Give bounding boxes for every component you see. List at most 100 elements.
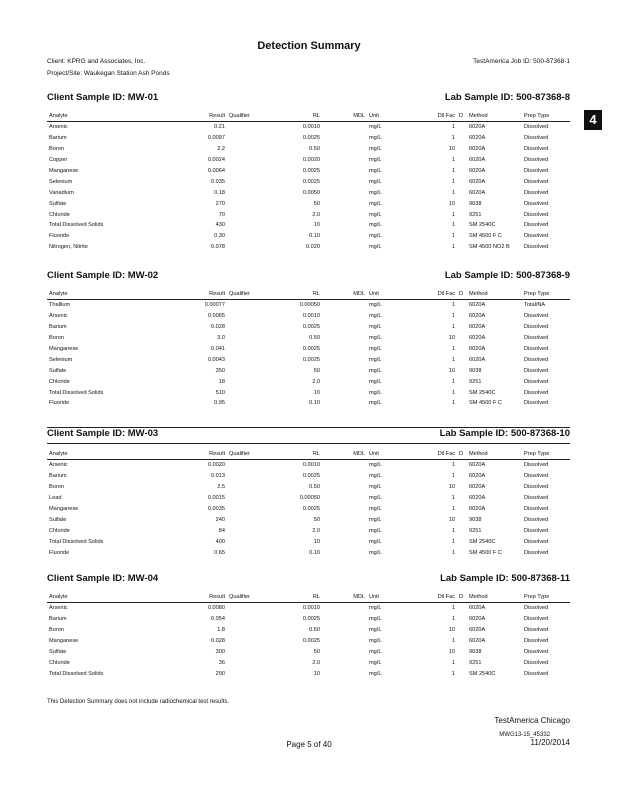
- results-table: Analyte Result Qualifier RL MDL Unit Dil Fac D M…: [47, 289, 570, 409]
- cell-analyte: Arsenic: [49, 313, 68, 320]
- cell-analyte: Chloride: [49, 659, 70, 666]
- cell-prep-type: Dissolved: [524, 627, 549, 634]
- cell-qualifier: [227, 344, 272, 355]
- cell-mdl: [322, 376, 367, 387]
- cell-rl: 0.0025: [302, 135, 320, 142]
- cell-dil-fac: 1: [451, 495, 455, 502]
- cell-d: [457, 231, 467, 242]
- cell-unit: mg/L: [369, 378, 382, 385]
- cell-mdl: [322, 300, 367, 311]
- column-header-rl: RL: [272, 111, 322, 122]
- column-header-prep-type: Prep Type: [522, 289, 570, 300]
- cell-prep-type: Dissolved: [524, 506, 549, 512]
- table-row: Barium 0.013 0.0025 mg/L 1 6020A Dissolved: [47, 471, 570, 482]
- cell-d: [457, 198, 467, 209]
- cell-d: [457, 636, 467, 647]
- cell-analyte: Fluoride: [49, 233, 70, 240]
- cell-mdl: [322, 514, 367, 525]
- cell-mdl: [322, 176, 367, 187]
- cell-result: 240: [215, 516, 225, 523]
- cell-method: 6020A: [469, 168, 486, 174]
- cell-qualifier: [227, 198, 272, 209]
- cell-analyte: Fluoride: [49, 549, 70, 556]
- table-row: Chloride 36 2.0 mg/L 1 9251 Dissolved: [47, 657, 570, 668]
- cell-dil-fac: 1: [451, 244, 455, 251]
- cell-d: [457, 482, 467, 493]
- cell-d: [457, 354, 467, 365]
- report-date: 11/20/2014: [530, 738, 570, 747]
- cell-d: [457, 547, 467, 558]
- cell-rl: 10: [313, 670, 320, 677]
- cell-mdl: [322, 536, 367, 547]
- cell-mdl: [322, 209, 367, 220]
- table-row: Barium 0.0097 0.0025 mg/L 1 6020A Dissolved: [47, 133, 570, 144]
- cell-result: 0.18: [214, 189, 225, 196]
- sample-header: Client Sample ID: MW-01 Lab Sample ID: 50…: [47, 92, 570, 106]
- cell-prep-type: Dissolved: [524, 244, 549, 251]
- cell-rl: 0.0010: [302, 313, 320, 320]
- cell-mdl: [322, 657, 367, 668]
- cell-analyte: Barium: [49, 473, 67, 480]
- cell-mdl: [322, 460, 367, 471]
- cell-unit: mg/L: [369, 244, 382, 251]
- table-row: Arsenic 0.0080 0.0010 mg/L 1 6020A Dissolved: [47, 603, 570, 614]
- cell-method: 6020A: [469, 124, 486, 131]
- cell-mdl: [322, 144, 367, 155]
- cell-qualifier: [227, 144, 272, 155]
- table-row: Sulfate 350 50 mg/L 10 9038 Dissolved: [47, 365, 570, 376]
- cell-qualifier: [227, 122, 272, 133]
- cell-d: [457, 122, 467, 133]
- cell-unit: mg/L: [369, 506, 382, 512]
- cell-unit: mg/L: [369, 211, 382, 218]
- cell-qualifier: [227, 625, 272, 636]
- cell-mdl: [322, 354, 367, 365]
- table-row: Chloride 84 2.0 mg/L 1 9251 Dissolved: [47, 525, 570, 536]
- cell-prep-type: Dissolved: [524, 146, 549, 153]
- column-header-qualifier: Qualifier: [227, 289, 272, 300]
- table-row: Boron 2.2 0.50 mg/L 10 6020A Dissolved: [47, 144, 570, 155]
- cell-d: [457, 300, 467, 311]
- cell-analyte: Manganese: [49, 506, 79, 512]
- cell-qualifier: [227, 536, 272, 547]
- column-header-method: Method: [467, 592, 522, 603]
- cell-result: 36: [218, 659, 225, 666]
- cell-result: 0.0080: [207, 605, 225, 612]
- cell-rl: 0.0025: [302, 638, 320, 645]
- cell-dil-fac: 10: [448, 516, 455, 523]
- cell-unit: mg/L: [369, 135, 382, 142]
- cell-prep-type: Dissolved: [524, 549, 549, 556]
- table-row: Nitrogen, Nitrite 0.078 0.020 mg/L 1 SM 4500 …: [47, 242, 570, 253]
- column-header-mdl: MDL: [322, 289, 367, 300]
- column-header-qualifier: Qualifier: [227, 449, 272, 460]
- cell-dil-fac: 10: [448, 627, 455, 634]
- project-site: Project/Site: Waukegan Station Ash Ponds: [47, 70, 170, 77]
- cell-qualifier: [227, 514, 272, 525]
- cell-mdl: [322, 471, 367, 482]
- cell-result: 0.054: [211, 616, 225, 623]
- cell-result: 0.65: [214, 549, 225, 556]
- column-header-mdl: MDL: [322, 592, 367, 603]
- cell-unit: mg/L: [369, 302, 382, 309]
- cell-rl: 0.10: [309, 400, 320, 407]
- cell-qualifier: [227, 603, 272, 614]
- table-row: Fluoride 0.95 0.10 mg/L 1 SM 4500 F C Dissolve…: [47, 398, 570, 409]
- cell-unit: mg/L: [369, 178, 382, 185]
- lab-sample-id: Lab Sample ID: 500-87368-9: [444, 270, 570, 281]
- cell-method: 6020A: [469, 473, 486, 480]
- table-row: Manganese 0.0035 0.0025 mg/L 1 6020A Dissolved: [47, 504, 570, 515]
- cell-method: 9038: [469, 649, 482, 655]
- cell-d: [457, 603, 467, 614]
- cell-result: 0.0024: [207, 157, 225, 164]
- cell-analyte: Lead: [49, 495, 62, 502]
- cell-qualifier: [227, 333, 272, 344]
- cell-qualifier: [227, 525, 272, 536]
- cell-dil-fac: 1: [451, 378, 455, 385]
- cell-qualifier: [227, 231, 272, 242]
- cell-qualifier: [227, 187, 272, 198]
- sample-header: Client Sample ID: MW-04 Lab Sample ID: 50…: [47, 573, 570, 587]
- table-row: Total Dissolved Solids 430 10 mg/L 1 SM 2540C…: [47, 220, 570, 231]
- cell-result: 2.5: [217, 484, 225, 491]
- cell-unit: mg/L: [369, 549, 382, 556]
- cell-analyte: Vanadium: [49, 189, 74, 196]
- cell-dil-fac: 1: [451, 324, 455, 331]
